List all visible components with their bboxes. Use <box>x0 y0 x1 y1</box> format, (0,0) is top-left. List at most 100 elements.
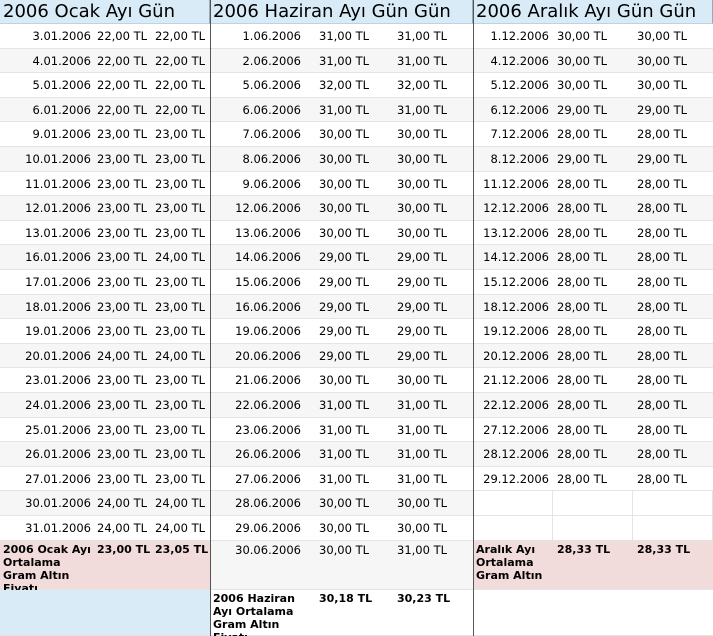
price-cell: 30,00 TL <box>553 73 633 98</box>
date-cell: 30.01.2006 <box>0 491 95 516</box>
date-cell: 11.12.2006 <box>473 171 553 197</box>
date-cell: 12.06.2006 <box>210 196 305 221</box>
price-cell: 28,00 TL <box>633 294 713 320</box>
empty-cell <box>633 516 713 541</box>
date-cell: 8.12.2006 <box>473 147 553 172</box>
average-value: 28,33 TL <box>633 540 713 590</box>
price-cell: 30,00 TL <box>305 196 383 221</box>
empty-cell <box>0 589 210 636</box>
date-cell: 23.01.2006 <box>0 368 95 393</box>
price-cell: 23,00 TL <box>95 466 152 492</box>
date-cell: 28.12.2006 <box>473 442 553 467</box>
date-cell: 26.06.2006 <box>210 442 305 467</box>
price-cell: 28,00 TL <box>633 122 713 147</box>
date-cell: 5.06.2006 <box>210 73 305 98</box>
price-cell: 30,00 TL <box>305 122 383 147</box>
price-cell: 24,00 TL <box>95 516 152 541</box>
date-cell: 12.01.2006 <box>0 196 95 221</box>
price-cell: 22,00 TL <box>95 48 152 74</box>
price-cell: 30,00 TL <box>305 147 383 172</box>
date-cell: 8.06.2006 <box>210 147 305 172</box>
date-cell: 10.01.2006 <box>0 147 95 172</box>
date-cell: 21.12.2006 <box>473 368 553 393</box>
column-separator <box>473 0 474 636</box>
date-cell: 26.01.2006 <box>0 442 95 467</box>
price-cell: 23,00 TL <box>152 147 210 172</box>
price-cell: 23,00 TL <box>95 393 152 418</box>
date-cell: 20.12.2006 <box>473 343 553 369</box>
date-cell: 13.12.2006 <box>473 220 553 246</box>
price-cell: 30,00 TL <box>383 147 473 172</box>
price-cell: 28,00 TL <box>553 196 633 221</box>
date-cell: 27.12.2006 <box>473 417 553 443</box>
price-cell: 30,00 TL <box>383 516 473 541</box>
date-cell: 22.12.2006 <box>473 393 553 418</box>
price-cell: 29,00 TL <box>305 245 383 270</box>
price-cell: 28,00 TL <box>553 442 633 467</box>
empty-cell <box>553 491 633 516</box>
price-cell: 30,00 TL <box>633 73 713 98</box>
price-cell: 22,00 TL <box>95 73 152 98</box>
price-cell: 28,00 TL <box>633 343 713 369</box>
price-cell: 23,00 TL <box>95 171 152 197</box>
date-cell: 7.06.2006 <box>210 122 305 147</box>
price-cell: 23,00 TL <box>152 442 210 467</box>
price-cell: 29,00 TL <box>633 147 713 172</box>
price-cell: 29,00 TL <box>305 270 383 295</box>
date-cell: 6.12.2006 <box>473 97 553 123</box>
price-cell: 24,00 TL <box>152 491 210 516</box>
date-cell: 20.01.2006 <box>0 343 95 369</box>
price-cell: 28,00 TL <box>553 417 633 443</box>
price-cell: 28,00 TL <box>633 319 713 344</box>
price-cell: 28,00 TL <box>633 417 713 443</box>
empty-cell <box>473 516 553 541</box>
price-cell: 28,00 TL <box>553 368 633 393</box>
column-separator <box>210 0 211 636</box>
price-cell: 31,00 TL <box>305 97 383 123</box>
price-cell: 22,00 TL <box>95 97 152 123</box>
price-cell: 23,00 TL <box>152 196 210 221</box>
average-value: 28,33 TL <box>553 540 633 590</box>
price-cell: 31,00 TL <box>305 48 383 74</box>
price-cell: 23,00 TL <box>152 220 210 246</box>
date-cell: 18.01.2006 <box>0 294 95 320</box>
price-cell: 29,00 TL <box>305 319 383 344</box>
price-cell: 30,00 TL <box>305 491 383 516</box>
date-cell: 14.06.2006 <box>210 245 305 270</box>
price-cell: 22,00 TL <box>152 97 210 123</box>
price-cell: 30,00 TL <box>383 122 473 147</box>
date-cell: 15.12.2006 <box>473 270 553 295</box>
empty-cell <box>473 491 553 516</box>
price-cell: 23,00 TL <box>95 270 152 295</box>
date-cell: 19.01.2006 <box>0 319 95 344</box>
average-label: 2006 Haziran Ayı Ortalama Gram Altın Fiy… <box>210 589 310 636</box>
price-cell: 28,00 TL <box>633 270 713 295</box>
price-cell: 32,00 TL <box>383 73 473 98</box>
date-cell: 18.12.2006 <box>473 294 553 320</box>
price-cell: 22,00 TL <box>152 48 210 74</box>
price-cell: 23,00 TL <box>95 220 152 246</box>
price-cell: 28,00 TL <box>633 393 713 418</box>
average-label: Aralık Ayı Ortalama Gram Altın <box>473 540 553 590</box>
date-cell: 30.06.2006 <box>210 540 305 590</box>
price-cell: 23,00 TL <box>95 245 152 270</box>
price-cell: 24,00 TL <box>95 343 152 369</box>
price-cell: 28,00 TL <box>553 122 633 147</box>
price-cell: 28,00 TL <box>633 171 713 197</box>
price-cell: 29,00 TL <box>633 97 713 123</box>
price-cell: 28,00 TL <box>553 171 633 197</box>
price-cell: 28,00 TL <box>553 343 633 369</box>
price-cell: 30,00 TL <box>305 171 383 197</box>
price-cell: 28,00 TL <box>633 368 713 393</box>
date-cell: 28.06.2006 <box>210 491 305 516</box>
price-cell: 23,00 TL <box>152 122 210 147</box>
date-cell: 15.06.2006 <box>210 270 305 295</box>
price-cell: 29,00 TL <box>305 343 383 369</box>
empty-cell <box>553 516 633 541</box>
date-cell: 1.06.2006 <box>210 24 305 49</box>
date-cell: 19.12.2006 <box>473 319 553 344</box>
date-cell: 11.01.2006 <box>0 171 95 197</box>
price-cell: 31,00 TL <box>383 97 473 123</box>
price-cell: 31,00 TL <box>383 442 473 467</box>
price-cell: 23,00 TL <box>152 294 210 320</box>
